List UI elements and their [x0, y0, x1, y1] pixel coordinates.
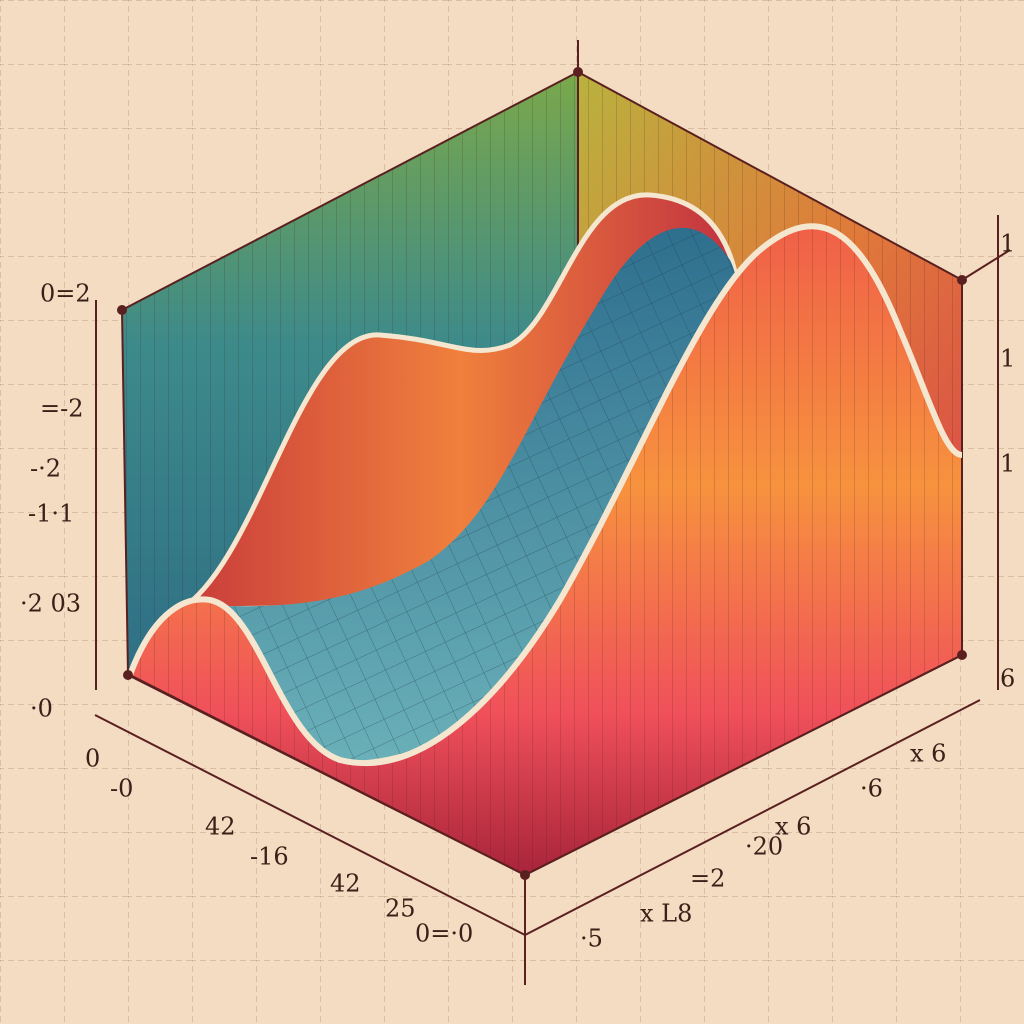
axis-label: 1: [1000, 345, 1015, 373]
axis-label: ·20: [745, 833, 783, 861]
axis-label: 0=·0: [415, 920, 473, 948]
axis-label: 1: [1000, 230, 1015, 258]
surface-outline: [127, 223, 963, 767]
axis-label: =-2: [40, 395, 84, 423]
axis-label: -1·1: [28, 500, 74, 528]
axis-label: 1: [1000, 450, 1015, 478]
axis-label: ·6: [860, 775, 883, 803]
axis-label: -0: [110, 775, 133, 803]
axis-label: 25: [385, 895, 416, 923]
axis-label: ·5: [580, 925, 603, 953]
axis-label: -16: [250, 843, 289, 871]
corner-dots: [117, 67, 967, 880]
axis-label: x 6: [910, 740, 946, 768]
axis-label: =2: [690, 865, 725, 893]
axis-label: ·2 03: [20, 590, 81, 618]
axis-label: 0=2: [40, 280, 91, 308]
axis-label: -·2: [30, 455, 61, 483]
axis-label: 42: [205, 813, 236, 841]
axis-label: 42: [330, 870, 361, 898]
axis-label: x L8: [640, 900, 692, 928]
axis-label: x 6: [775, 813, 811, 841]
axis-label: ·0: [30, 695, 53, 723]
axis-label: 6: [1000, 665, 1015, 693]
valley-mesh: [200, 227, 738, 761]
axis-label: 0: [85, 745, 100, 773]
front-face-lines: [130, 226, 962, 875]
